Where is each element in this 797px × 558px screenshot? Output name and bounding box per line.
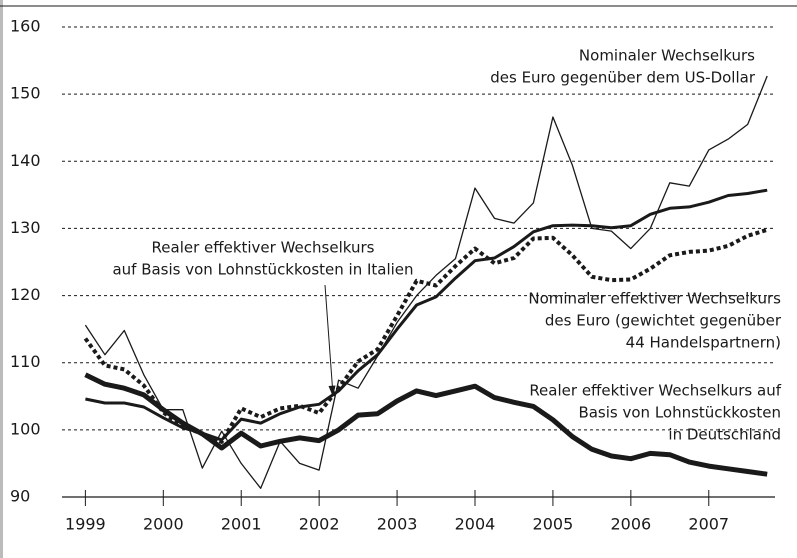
- series-annotation: Realer effektiver Wechselkurs: [152, 239, 375, 257]
- series-annotation: Nominaler Wechselkurs: [579, 47, 755, 65]
- y-tick-label: 120: [10, 285, 41, 304]
- x-tick-label: 2001: [221, 515, 262, 534]
- series-annotation: Realer effektiver Wechselkurs auf: [529, 382, 781, 400]
- series-line: [84, 75, 768, 489]
- x-tick-label: 2005: [533, 515, 574, 534]
- series-annotation: des Euro (gewichtet gegenüber: [545, 312, 782, 330]
- series-annotation: auf Basis von Lohnstückkosten in Italien: [112, 261, 413, 279]
- arrow-head: [328, 385, 336, 397]
- y-tick-label: 100: [10, 419, 41, 438]
- y-tick-label: 160: [10, 17, 41, 36]
- y-tick-label: 140: [10, 151, 41, 170]
- y-tick-label: 150: [10, 84, 41, 103]
- y-tick-label: 110: [10, 352, 41, 371]
- x-tick-label: 2004: [455, 515, 496, 534]
- series-line: [83, 227, 768, 444]
- x-tick-label: 2007: [688, 515, 729, 534]
- x-tick-label: 2000: [143, 515, 184, 534]
- left-border: [0, 0, 3, 558]
- x-tick-label: 1999: [65, 515, 106, 534]
- series-annotation: des Euro gegenüber dem US-Dollar: [490, 69, 756, 87]
- series-annotation: in Deutschland: [668, 426, 781, 444]
- y-tick-label: 90: [10, 487, 30, 506]
- series-annotation: Nominaler effektiver Wechselkurs: [528, 290, 781, 308]
- annotation-arrow: [324, 284, 334, 396]
- series-annotation: 44 Handelspartnern): [626, 334, 781, 352]
- series-line: [84, 372, 768, 477]
- x-tick-label: 2002: [299, 515, 340, 534]
- x-tick-label: 2006: [610, 515, 651, 534]
- series-annotation: Basis von Lohnstückkosten: [578, 404, 781, 422]
- y-tick-label: 130: [10, 218, 41, 237]
- x-tick-label: 2003: [377, 515, 418, 534]
